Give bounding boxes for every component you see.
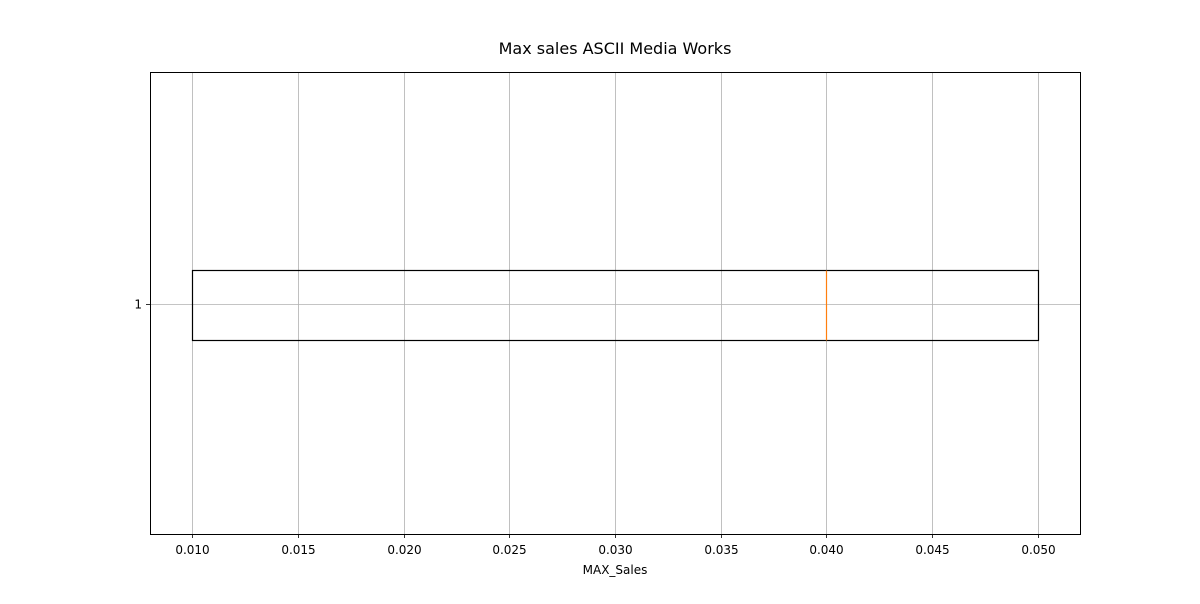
x-tick-label: 0.050	[1021, 543, 1055, 557]
x-tick-label: 0.035	[704, 543, 738, 557]
x-axis-ticks: 0.010 0.015 0.020 0.025 0.030 0.035 0.040 0.045…	[175, 534, 1056, 557]
x-tick-label: 0.025	[492, 543, 526, 557]
box-layer	[191, 269, 1040, 342]
x-tick-label: 0.030	[598, 543, 632, 557]
x-tick-label: 0.020	[387, 543, 421, 557]
y-axis-ticks: 1	[134, 298, 150, 312]
x-tick-label: 0.015	[281, 543, 315, 557]
chart-title: Max sales ASCII Media Works	[499, 39, 732, 58]
x-tick-label: 0.040	[809, 543, 843, 557]
y-tick-label: 1	[134, 298, 142, 312]
x-tick-label: 0.045	[915, 543, 949, 557]
x-tick-label: 0.010	[175, 543, 209, 557]
x-axis-label: MAX_Sales	[583, 563, 648, 577]
box-iqr	[191, 269, 1040, 342]
